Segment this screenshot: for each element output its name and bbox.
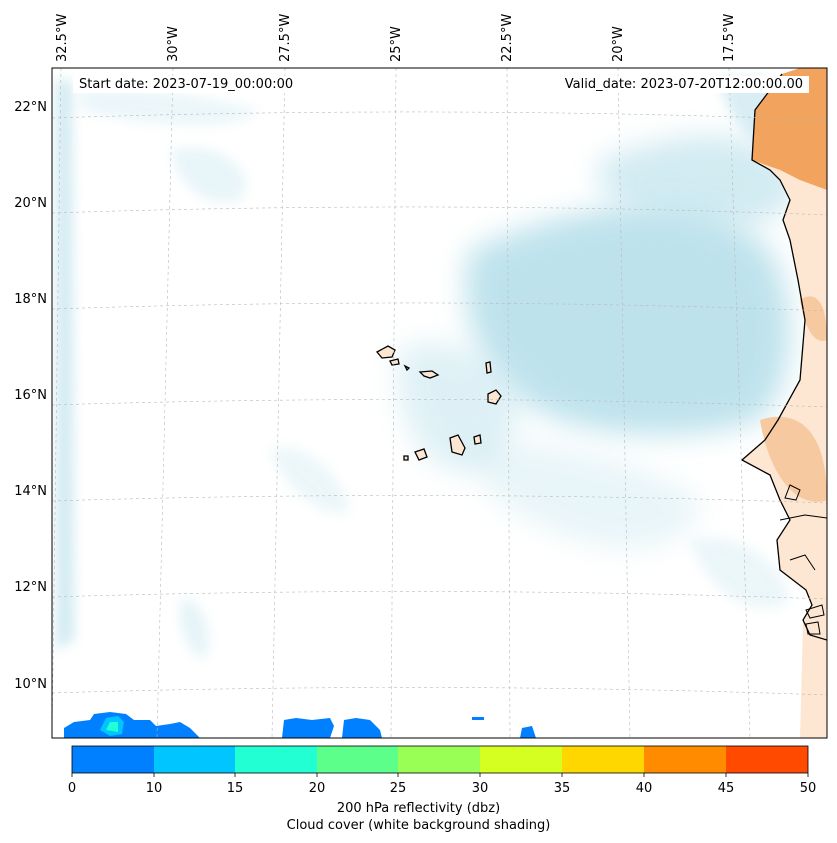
lon-label-30: 30°W <box>166 26 181 62</box>
cloud-patch-sw <box>270 448 350 513</box>
colorbar-swatch-8 <box>644 746 726 773</box>
gridline-lat-12 <box>52 591 827 600</box>
colorbar-swatch-2 <box>154 746 235 773</box>
gridline-lat-18 <box>52 302 827 312</box>
island-maio <box>473 434 482 445</box>
colorbar-swatch-4 <box>317 746 398 773</box>
cloud-patch-nw <box>170 148 246 203</box>
lat-label-18: 18°N <box>14 292 47 307</box>
colorbar-tick-10: 10 <box>145 781 163 796</box>
colorbar-label-reflectivity: 200 hPa reflectivity (dbz) <box>336 801 501 816</box>
cloud-band-west <box>56 80 74 650</box>
island-sal <box>485 361 492 374</box>
gridline-lon-25 <box>390 68 397 738</box>
reflectivity-patch-5 <box>520 726 536 738</box>
gridline-lat-22 <box>52 111 827 121</box>
gridline-lon-27-5 <box>271 68 286 738</box>
lat-label-22: 22°N <box>14 100 47 115</box>
cloud-mass-south <box>460 440 700 548</box>
island-santa-luzia <box>403 364 411 372</box>
longitude-labels: 32.5°W 30°W 27.5°W 25°W 22.5°W 20°W 17.5… <box>55 14 737 62</box>
lat-label-10: 10°N <box>14 677 47 692</box>
graticule <box>52 68 827 738</box>
colorbar-frame <box>71 745 809 774</box>
colorbar-label-cloud-cover: Cloud cover (white background shading) <box>286 818 551 833</box>
coastal-island-2 <box>805 621 821 635</box>
gridline-lat-20 <box>52 206 827 216</box>
gridline-lat-10 <box>52 687 827 696</box>
gridline-lon-32-5 <box>52 68 62 738</box>
colorbar-swatch-5 <box>398 746 480 773</box>
colorbar-tick-45: 45 <box>717 781 735 796</box>
reflectivity-patch-1 <box>64 712 200 738</box>
gridline-lon-22-5 <box>506 68 511 738</box>
colorbar-swatch-7 <box>562 746 644 773</box>
island-santiago <box>449 434 466 456</box>
coastline-river <box>789 554 816 571</box>
land-hot-north <box>752 68 827 190</box>
land-warm-patch-1 <box>800 296 827 341</box>
colorbar-tick-25: 25 <box>389 781 407 796</box>
lon-label-25: 25°W <box>389 26 404 62</box>
lon-label-20: 20°W <box>611 26 626 62</box>
coastline-africa <box>740 73 827 641</box>
cloud-cover-shading <box>56 78 802 660</box>
colorbar-tick-30: 30 <box>471 781 489 796</box>
land-africa <box>742 68 827 738</box>
lat-label-20: 20°N <box>14 196 47 211</box>
latitude-labels: 22°N 20°N 18°N 16°N 14°N 12°N 10°N <box>14 100 47 692</box>
gridline-lon-30 <box>156 68 174 738</box>
lat-label-16: 16°N <box>14 388 47 403</box>
colorbar <box>71 745 809 777</box>
land-warm-patch-2 <box>760 416 827 502</box>
reflectivity-patch-3 <box>342 718 382 738</box>
colorbar-tick-20: 20 <box>308 781 326 796</box>
colorbar-tick-0: 0 <box>67 781 77 796</box>
gridline-lon-20 <box>617 68 631 738</box>
gridline-lon-17-5 <box>728 68 751 738</box>
coastal-island-1 <box>805 604 825 619</box>
colorbar-tick-35: 35 <box>553 781 571 796</box>
lon-label-17-5: 17.5°W <box>722 14 737 62</box>
land-base <box>742 68 827 738</box>
start-date-label: Start date: 2023-07-19_00:00:00 <box>73 76 300 93</box>
lon-label-32-5: 32.5°W <box>55 14 70 62</box>
island-santo-antao <box>375 345 396 359</box>
colorbar-swatch-3 <box>235 746 317 773</box>
border-line <box>779 514 827 521</box>
reflectivity-patch-4 <box>472 717 484 720</box>
cloud-patch-south <box>179 599 209 660</box>
gridline-lat-14 <box>52 495 827 504</box>
valid-date-label: Valid_date: 2023-07-20T12:00:00.00 <box>558 76 809 93</box>
gridline-lat-16 <box>52 399 827 408</box>
cloud-patch-se <box>690 538 790 608</box>
lat-label-12: 12°N <box>14 580 47 595</box>
reflectivity-patch-1-peak <box>106 722 118 732</box>
lat-label-14: 14°N <box>14 484 47 499</box>
reflectivity-patch-2 <box>282 718 334 738</box>
colorbar-tick-40: 40 <box>635 781 653 796</box>
island-fogo <box>414 448 428 461</box>
island-sao-nicolau <box>418 370 440 379</box>
colorbar-tick-15: 15 <box>226 781 244 796</box>
cloud-mass-central <box>465 206 790 435</box>
colorbar-swatch-9 <box>726 746 808 773</box>
colorbar-swatch-1 <box>72 746 154 773</box>
reflectivity-patches <box>64 712 536 738</box>
cape-verde-islands <box>375 345 502 461</box>
coastline-detail <box>784 484 801 501</box>
island-sao-vicente <box>389 358 400 366</box>
map-frame <box>51 67 828 739</box>
colorbar-tick-marks <box>71 773 809 777</box>
lon-label-22-5: 22.5°W <box>500 14 515 62</box>
colorbar-tick-50: 50 <box>799 781 817 796</box>
island-brava <box>403 455 409 461</box>
cloud-mass-north <box>598 136 800 230</box>
lon-label-27-5: 27.5°W <box>278 14 293 62</box>
colorbar-swatch-6 <box>480 746 562 773</box>
